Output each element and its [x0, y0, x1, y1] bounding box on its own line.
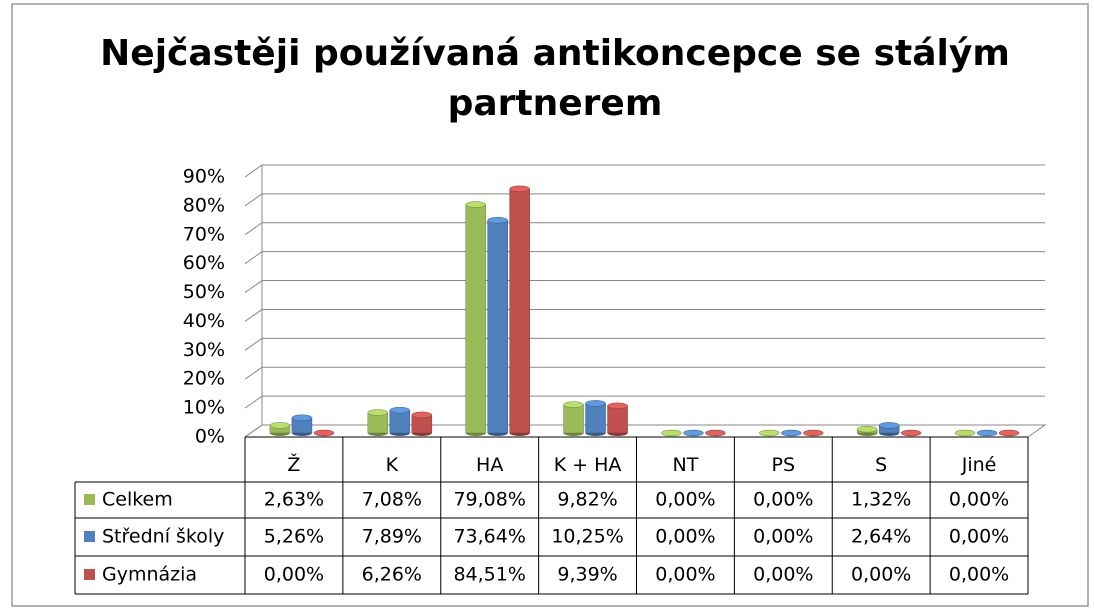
bar [607, 405, 628, 434]
table-cell: 10,25% [551, 526, 623, 548]
legend-swatch [84, 494, 95, 505]
table-cell: 7,08% [362, 489, 422, 511]
bar [389, 409, 411, 434]
bar [585, 403, 606, 434]
legend-label: Střední školy [102, 526, 224, 548]
table-cell: 0,00% [949, 489, 1009, 511]
bar-top [367, 409, 389, 416]
grid-line [244, 164, 1045, 178]
bar-top [976, 429, 998, 437]
bar-top [269, 422, 291, 429]
table-cell: 9,82% [557, 489, 617, 511]
table-cell: 79,08% [453, 489, 525, 511]
y-tick-label: 80% [183, 194, 225, 216]
bar-top [487, 217, 508, 224]
table-cell: 0,00% [655, 564, 715, 586]
bar-top [759, 429, 780, 437]
grid-line [244, 222, 1045, 236]
legend-swatch [84, 531, 95, 542]
table-cell: 0,00% [753, 564, 813, 586]
x-tick-label: Ž [287, 453, 300, 476]
table-cell: 84,51% [453, 564, 525, 586]
bar-top [313, 429, 335, 437]
bar [487, 220, 508, 434]
x-tick-label: K + HA [554, 454, 622, 476]
grid-line [244, 280, 1045, 293]
legend-swatch [84, 569, 95, 580]
table-cell: 1,32% [851, 489, 911, 511]
y-tick-label: 60% [183, 252, 225, 274]
y-tick-label: 20% [183, 368, 225, 390]
x-tick-label: K [386, 454, 399, 476]
table-cell: 0,00% [655, 489, 715, 511]
bar [563, 404, 584, 434]
bar [465, 204, 486, 434]
legend-label: Gymnázia [102, 564, 197, 586]
table-cell: 6,26% [362, 564, 422, 586]
x-tick-label: HA [476, 454, 503, 476]
table-cell: 2,64% [851, 526, 911, 548]
y-tick-label: 50% [183, 281, 225, 303]
grid-line [244, 366, 1045, 380]
y-tick-label: 90% [183, 166, 225, 188]
table-cell: 0,00% [851, 564, 911, 586]
bar-top [607, 402, 628, 410]
bar-top [803, 429, 824, 437]
chart-frame [11, 3, 1089, 607]
bar-top [856, 425, 878, 433]
table-cell: 7,89% [362, 526, 422, 548]
table-cell: 0,00% [753, 489, 813, 511]
table-cell: 0,00% [655, 526, 715, 548]
y-tick-label: 40% [183, 310, 225, 332]
grid-line [244, 424, 1045, 438]
x-tick-label: NT [673, 454, 699, 476]
bar-top [900, 429, 922, 437]
y-tick-label: 0% [195, 426, 225, 448]
bar-top [411, 411, 433, 419]
bar-top [291, 414, 313, 422]
table-cell: 2,63% [264, 489, 324, 511]
bar-top [998, 429, 1020, 437]
bar-top [509, 185, 530, 193]
grid-line [244, 193, 1045, 207]
bar-top [878, 422, 900, 429]
table-cell: 73,64% [453, 526, 525, 548]
bar-top [563, 401, 584, 408]
grid-line [244, 395, 1045, 409]
legend-label: Celkem [102, 489, 173, 511]
bar-top [954, 429, 976, 437]
table-cell: 0,00% [949, 526, 1009, 548]
x-tick-label: PS [772, 454, 796, 476]
x-tick-label: Jiné [961, 454, 997, 476]
table-cell: 0,00% [753, 526, 813, 548]
y-tick-label: 70% [183, 223, 225, 245]
y-tick-label: 10% [183, 397, 225, 419]
bar-top [705, 429, 726, 437]
grid-line [244, 308, 1045, 322]
table-cell: 0,00% [949, 564, 1009, 586]
bar-top [781, 429, 802, 437]
bar-top [389, 406, 411, 414]
y-tick-label: 30% [183, 339, 225, 361]
bar-top [661, 429, 682, 437]
table-cell: 0,00% [264, 564, 324, 586]
chart-title: Nejčastěji používaná antikoncepce se stá… [100, 33, 1010, 124]
bar [509, 188, 530, 434]
bar-top [465, 201, 486, 208]
grid-line [244, 337, 1045, 351]
bar-top [683, 429, 704, 437]
table-cell: 5,26% [264, 526, 324, 548]
table-cell: 9,39% [557, 564, 617, 586]
grid-line [244, 251, 1045, 265]
x-tick-label: S [875, 454, 887, 476]
bar-top [585, 400, 606, 407]
